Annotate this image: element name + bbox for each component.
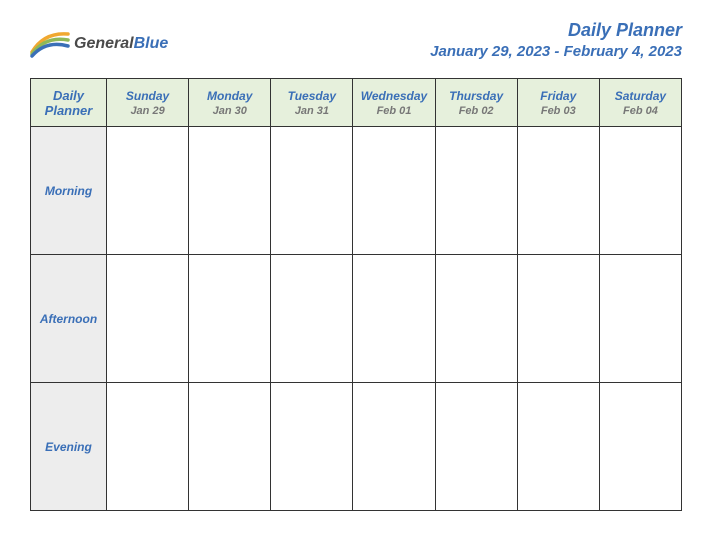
planner-cell[interactable] <box>353 383 435 511</box>
day-date: Feb 01 <box>355 105 432 117</box>
planner-table: Daily Planner Sunday Jan 29 Monday Jan 3… <box>30 78 682 511</box>
logo-text-general: General <box>74 35 134 52</box>
planner-cell[interactable] <box>435 255 517 383</box>
planner-cell[interactable] <box>107 383 189 511</box>
day-name: Monday <box>191 89 268 103</box>
date-range: January 29, 2023 - February 4, 2023 <box>430 43 682 60</box>
table-row-morning: Morning <box>31 127 682 255</box>
day-header-tuesday: Tuesday Jan 31 <box>271 79 353 127</box>
day-name: Saturday <box>602 89 679 103</box>
planner-cell[interactable] <box>353 127 435 255</box>
planner-cell[interactable] <box>107 255 189 383</box>
header-titles: Daily Planner January 29, 2023 - Februar… <box>430 20 682 60</box>
planner-cell[interactable] <box>599 255 681 383</box>
day-date: Jan 31 <box>273 105 350 117</box>
logo-swoosh-icon <box>30 28 70 60</box>
day-name: Sunday <box>109 89 186 103</box>
day-name: Wednesday <box>355 89 432 103</box>
planner-cell[interactable] <box>599 383 681 511</box>
day-date: Feb 02 <box>438 105 515 117</box>
planner-cell[interactable] <box>517 383 599 511</box>
day-header-wednesday: Wednesday Feb 01 <box>353 79 435 127</box>
planner-cell[interactable] <box>435 127 517 255</box>
planner-cell[interactable] <box>435 383 517 511</box>
day-header-sunday: Sunday Jan 29 <box>107 79 189 127</box>
planner-cell[interactable] <box>271 127 353 255</box>
period-label-morning: Morning <box>31 127 107 255</box>
day-header-friday: Friday Feb 03 <box>517 79 599 127</box>
corner-cell: Daily Planner <box>31 79 107 127</box>
day-header-thursday: Thursday Feb 02 <box>435 79 517 127</box>
planner-cell[interactable] <box>517 127 599 255</box>
logo: GeneralBlue <box>30 28 168 60</box>
table-row-afternoon: Afternoon <box>31 255 682 383</box>
day-header-saturday: Saturday Feb 04 <box>599 79 681 127</box>
day-date: Jan 30 <box>191 105 268 117</box>
table-header-row: Daily Planner Sunday Jan 29 Monday Jan 3… <box>31 79 682 127</box>
logo-text-blue: Blue <box>134 35 169 52</box>
day-date: Feb 03 <box>520 105 597 117</box>
day-name: Thursday <box>438 89 515 103</box>
planner-cell[interactable] <box>189 383 271 511</box>
day-name: Tuesday <box>273 89 350 103</box>
day-date: Jan 29 <box>109 105 186 117</box>
page-title: Daily Planner <box>430 20 682 41</box>
table-row-evening: Evening <box>31 383 682 511</box>
period-label-afternoon: Afternoon <box>31 255 107 383</box>
day-name: Friday <box>520 89 597 103</box>
planner-cell[interactable] <box>517 255 599 383</box>
planner-cell[interactable] <box>189 127 271 255</box>
planner-cell[interactable] <box>189 255 271 383</box>
page-header: GeneralBlue Daily Planner January 29, 20… <box>30 20 682 60</box>
day-header-monday: Monday Jan 30 <box>189 79 271 127</box>
planner-cell[interactable] <box>271 383 353 511</box>
planner-cell[interactable] <box>107 127 189 255</box>
planner-cell[interactable] <box>353 255 435 383</box>
day-date: Feb 04 <box>602 105 679 117</box>
logo-text: GeneralBlue <box>74 35 168 53</box>
planner-cell[interactable] <box>271 255 353 383</box>
period-label-evening: Evening <box>31 383 107 511</box>
planner-cell[interactable] <box>599 127 681 255</box>
